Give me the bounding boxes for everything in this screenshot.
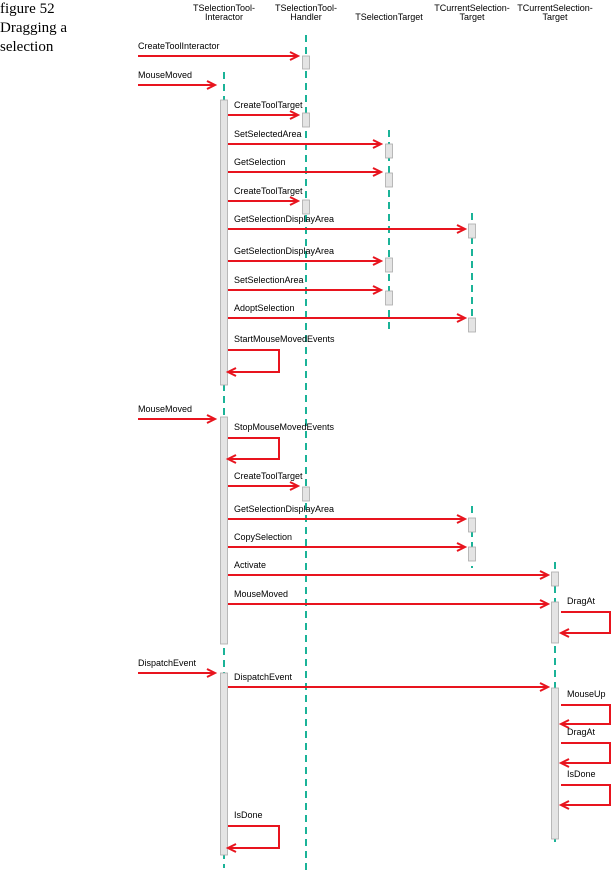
arrowhead: [558, 800, 570, 810]
arrowhead: [539, 682, 551, 692]
arrowhead: [289, 110, 301, 120]
activation: [468, 223, 476, 239]
figure-title: Dragging a selection: [0, 20, 68, 55]
message-label: CreateToolTarget: [234, 471, 303, 481]
self-message: [561, 704, 611, 725]
participant-label: TSelectionTool-: [193, 3, 255, 13]
participant-label: Target: [542, 12, 568, 22]
figure-caption: figure 52 Dragging a selection: [0, 0, 80, 57]
message-label: DispatchEvent: [138, 658, 197, 668]
activation: [302, 486, 310, 502]
arrowhead: [372, 139, 384, 149]
activation: [220, 99, 228, 386]
message-label: Activate: [234, 560, 266, 570]
arrowhead: [372, 256, 384, 266]
activation: [385, 257, 393, 273]
message-label: IsDone: [234, 810, 263, 820]
activation: [468, 546, 476, 562]
participant-label: Interactor: [205, 12, 243, 22]
message-label: AdoptSelection: [234, 303, 295, 313]
message-label: CreateToolTarget: [234, 186, 303, 196]
activation: [551, 571, 559, 587]
arrowhead: [206, 668, 218, 678]
arrowhead: [289, 481, 301, 491]
arrowhead: [456, 313, 468, 323]
arrowhead: [225, 367, 237, 377]
message-label: GetSelection: [234, 157, 286, 167]
self-message: [561, 784, 611, 806]
message-label: SetSelectionArea: [234, 275, 304, 285]
activation: [385, 290, 393, 306]
message-label: CreateToolTarget: [234, 100, 303, 110]
message-label: SetSelectedArea: [234, 129, 302, 139]
message-label: StartMouseMovedEvents: [234, 334, 335, 344]
participant-label: TCurrentSelection-: [434, 3, 510, 13]
self-message: [561, 742, 611, 764]
arrowhead: [539, 599, 551, 609]
activation: [385, 143, 393, 159]
activation: [302, 55, 310, 70]
self-message: [228, 437, 280, 460]
message-label: DragAt: [567, 727, 596, 737]
arrowhead: [225, 454, 237, 464]
activation: [385, 172, 393, 188]
participant-label: Handler: [290, 12, 322, 22]
message-label: GetSelectionDisplayArea: [234, 504, 334, 514]
activation: [220, 672, 228, 856]
message-label: GetSelectionDisplayArea: [234, 214, 334, 224]
participant-label: Target: [459, 12, 485, 22]
participant-label: TSelectionTool-: [275, 3, 337, 13]
activation: [551, 601, 559, 644]
participant-label: TCurrentSelection-: [517, 3, 593, 13]
arrowhead: [289, 51, 301, 61]
message-label: MouseMoved: [138, 70, 192, 80]
activation: [468, 317, 476, 333]
arrowhead: [289, 196, 301, 206]
arrowhead: [225, 843, 237, 853]
activation: [302, 199, 310, 215]
arrowhead: [372, 167, 384, 177]
message-label: StopMouseMovedEvents: [234, 422, 335, 432]
arrowhead: [558, 719, 570, 729]
message-label: MouseMoved: [234, 589, 288, 599]
message-label: MouseUp: [567, 689, 606, 699]
arrowhead: [456, 514, 468, 524]
message-label: CopySelection: [234, 532, 292, 542]
arrowhead: [558, 628, 570, 638]
arrowhead: [456, 224, 468, 234]
arrowhead: [372, 285, 384, 295]
activation: [468, 517, 476, 533]
activation: [220, 416, 228, 645]
arrowhead: [206, 80, 218, 90]
arrowhead: [456, 542, 468, 552]
message-label: CreateToolInteractor: [138, 41, 220, 51]
figure-number: figure 52: [0, 1, 55, 17]
activation: [551, 687, 559, 840]
message-label: DispatchEvent: [234, 672, 293, 682]
message-label: IsDone: [567, 769, 596, 779]
message-label: MouseMoved: [138, 404, 192, 414]
self-message: [228, 349, 280, 373]
arrowhead: [206, 414, 218, 424]
arrowhead: [539, 570, 551, 580]
participant-label: TSelectionTarget: [355, 12, 423, 22]
message-label: DragAt: [567, 596, 596, 606]
activation: [302, 112, 310, 128]
self-message: [228, 825, 280, 849]
self-message: [561, 611, 611, 634]
message-label: GetSelectionDisplayArea: [234, 246, 334, 256]
arrowhead: [558, 758, 570, 768]
